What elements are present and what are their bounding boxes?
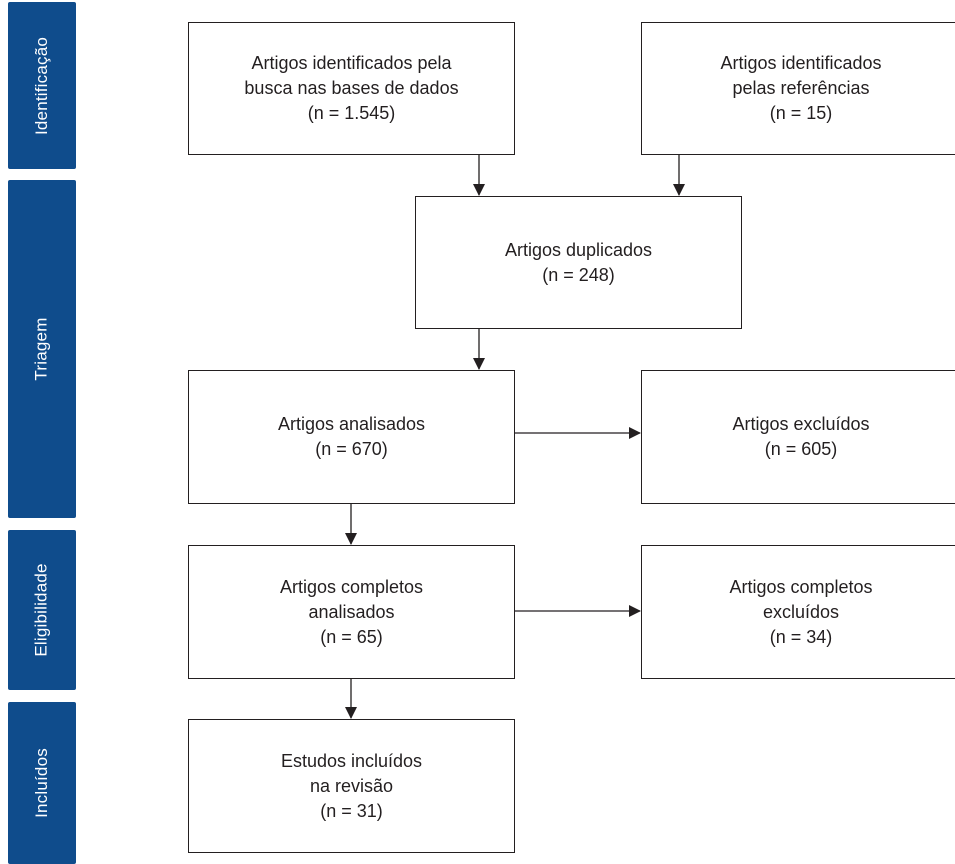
box-incluidos: Estudos incluídos na revisão (n = 31) xyxy=(188,719,515,853)
phase-label: Eligibilidade xyxy=(32,563,52,657)
box-count: (n = 248) xyxy=(542,264,615,285)
box-count: (n = 1.545) xyxy=(307,103,396,123)
phase-eligibilidade: Eligibilidade xyxy=(8,530,76,690)
phase-triagem: Triagem xyxy=(8,180,76,518)
phase-label: Identificação xyxy=(32,36,51,135)
box-text: pelas referências xyxy=(732,78,870,98)
phase-incluidos: Incluídos xyxy=(8,702,76,864)
box-text: Artigos excluídos xyxy=(732,414,870,434)
box-duplicados: Artigos duplicados (n = 248) xyxy=(415,196,742,329)
box-text: Artigos identificados xyxy=(720,53,882,73)
box-text: Artigos identificados pela xyxy=(251,53,452,73)
phase-label: Triagem xyxy=(32,317,51,381)
box-busca-bases: Artigos identificados pela busca nas bas… xyxy=(188,22,515,155)
box-count: (n = 670) xyxy=(315,439,388,459)
box-text: na revisão xyxy=(309,775,394,796)
box-completos-excluidos: Artigos completos excluídos (n = 34) xyxy=(641,545,955,679)
box-count: (n = 65) xyxy=(320,626,383,647)
box-count: (n = 605) xyxy=(764,439,838,459)
box-text: analisados xyxy=(308,601,395,622)
box-text: Artigos duplicados xyxy=(504,239,653,260)
box-referencias: Artigos identificados pelas referências … xyxy=(641,22,955,155)
box-text: Artigos analisados xyxy=(277,414,426,434)
box-excluidos: Artigos excluídos (n = 605) xyxy=(641,370,955,504)
phase-identificacao: Identificação xyxy=(8,2,76,169)
box-count: (n = 15) xyxy=(769,103,833,123)
box-text: busca nas bases de dados xyxy=(244,78,459,98)
box-text: Estudos incluídos xyxy=(280,750,423,771)
box-analisados: Artigos analisados (n = 670) xyxy=(188,370,515,504)
box-text: Artigos completos xyxy=(729,576,873,597)
phase-label: Incluídos xyxy=(32,748,51,818)
box-text: Artigos completos xyxy=(279,576,424,597)
box-completos-analisados: Artigos completos analisados (n = 65) xyxy=(188,545,515,679)
box-count: (n = 31) xyxy=(320,800,383,821)
box-count: (n = 34) xyxy=(769,626,833,647)
box-text: excluídos xyxy=(762,601,840,622)
